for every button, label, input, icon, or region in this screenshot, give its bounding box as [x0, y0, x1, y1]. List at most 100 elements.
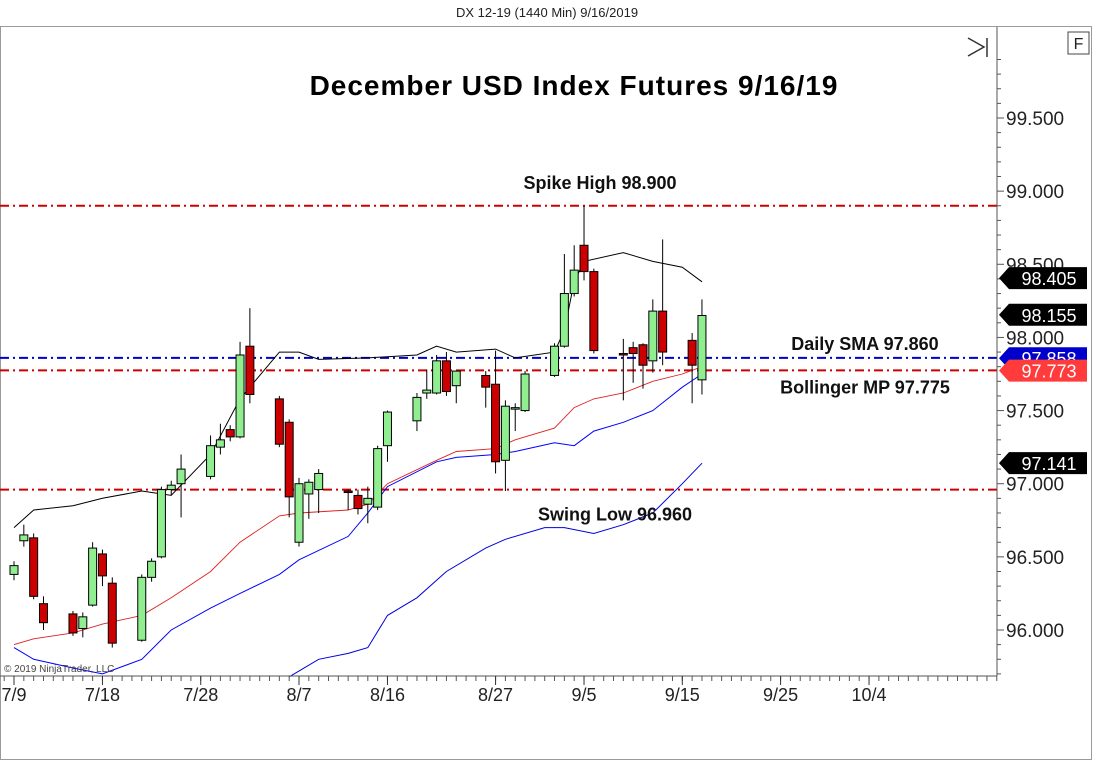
candle-body — [658, 310, 668, 353]
candle[interactable] — [284, 419, 294, 518]
candle-body — [9, 565, 19, 575]
level-annotation: Daily SMA 97.860 — [791, 334, 938, 354]
candle[interactable] — [618, 338, 628, 401]
candle-body — [294, 483, 304, 543]
candle-body — [19, 534, 29, 542]
axes: 96.00096.50097.00097.50098.00098.50099.0… — [0, 27, 1064, 705]
scroll-end-icon[interactable] — [967, 37, 988, 57]
candle[interactable] — [38, 596, 48, 630]
candle[interactable] — [88, 542, 98, 607]
candle[interactable] — [274, 395, 284, 448]
candle-body — [38, 603, 48, 624]
x-tick-label: 8/7 — [286, 685, 311, 705]
candle[interactable] — [697, 299, 707, 395]
candle[interactable] — [156, 486, 166, 559]
candle-body — [166, 484, 176, 491]
candle[interactable] — [29, 533, 39, 600]
candle[interactable] — [78, 612, 88, 638]
corner-f-button[interactable]: F — [1067, 31, 1090, 55]
candle-body — [520, 373, 530, 412]
candle[interactable] — [245, 308, 255, 404]
candle[interactable] — [422, 369, 432, 399]
candle[interactable] — [510, 403, 520, 432]
candle[interactable] — [68, 610, 78, 636]
candle[interactable] — [500, 400, 510, 492]
candle[interactable] — [97, 549, 107, 587]
candle[interactable] — [235, 341, 245, 439]
candle-body — [304, 481, 314, 495]
candle-body — [343, 490, 353, 494]
candle-body — [206, 445, 216, 477]
candle[interactable] — [304, 479, 314, 519]
candle[interactable] — [520, 371, 530, 413]
candle[interactable] — [363, 486, 373, 524]
candle[interactable] — [491, 350, 501, 474]
candle[interactable] — [550, 343, 560, 377]
chart-frame — [0, 26, 1092, 760]
candle[interactable] — [176, 454, 186, 518]
candle[interactable] — [658, 239, 668, 366]
candle-body — [353, 494, 363, 510]
candle[interactable] — [382, 410, 392, 462]
candle[interactable] — [353, 489, 363, 515]
y-tick-label: 97.000 — [1006, 475, 1064, 496]
candle[interactable] — [569, 245, 579, 297]
candle[interactable] — [432, 354, 442, 395]
candle[interactable] — [412, 393, 422, 432]
candle[interactable] — [215, 423, 225, 455]
x-tick-label: 10/4 — [852, 685, 887, 705]
candle[interactable] — [638, 343, 648, 389]
y-tick-label: 99.000 — [1006, 182, 1064, 203]
candle-body — [314, 472, 324, 491]
candle[interactable] — [579, 205, 589, 281]
candle[interactable] — [628, 341, 638, 383]
x-tick-label: 7/28 — [183, 685, 218, 705]
candle[interactable] — [441, 352, 451, 396]
level-annotation: Swing Low 96.960 — [538, 505, 692, 525]
candle-body — [176, 468, 186, 485]
candle-body — [245, 345, 255, 395]
candle[interactable] — [373, 445, 383, 511]
candle[interactable] — [481, 371, 491, 408]
candle[interactable] — [589, 268, 599, 354]
candle-body — [88, 547, 98, 606]
candle-body — [451, 370, 461, 387]
candle[interactable] — [559, 254, 569, 348]
candle-body — [156, 489, 166, 558]
candle-body — [235, 354, 245, 438]
candle[interactable] — [687, 333, 697, 404]
candle[interactable] — [9, 561, 19, 581]
x-tick-label: 7/9 — [1, 685, 26, 705]
price-flag-shape — [999, 267, 1087, 290]
candles — [9, 205, 707, 648]
candle-body — [491, 383, 501, 463]
candle[interactable] — [107, 577, 117, 648]
x-tick-label: 9/5 — [572, 685, 597, 705]
candle[interactable] — [19, 524, 29, 547]
candle-body — [137, 576, 147, 641]
candle-body — [29, 537, 39, 597]
candle[interactable] — [225, 425, 235, 442]
candle-body — [363, 497, 373, 505]
candle[interactable] — [166, 480, 176, 496]
candle-body — [618, 353, 628, 356]
candle[interactable] — [648, 299, 658, 373]
candle[interactable] — [314, 469, 324, 513]
candle[interactable] — [206, 435, 216, 480]
x-tick-label: 8/16 — [370, 685, 405, 705]
candle-body — [569, 269, 579, 295]
price-flag: 97.141 — [999, 452, 1087, 475]
price-flag-shape — [999, 303, 1087, 326]
candle-body — [382, 411, 392, 447]
y-tick-label: 98.000 — [1006, 328, 1064, 349]
price-flag-shape — [999, 452, 1087, 475]
level-annotation: Bollinger MP 97.775 — [780, 377, 950, 397]
candle[interactable] — [137, 574, 147, 642]
candle[interactable] — [343, 489, 353, 511]
candle-body — [68, 613, 78, 634]
candle[interactable] — [451, 370, 461, 404]
candle[interactable] — [147, 558, 157, 582]
candle[interactable] — [294, 477, 304, 547]
candle-body — [628, 347, 638, 355]
